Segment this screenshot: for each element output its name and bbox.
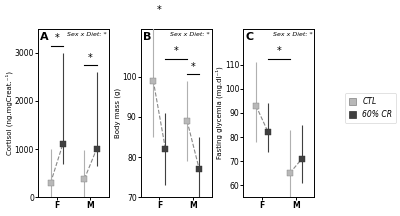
Text: *: * <box>54 33 59 43</box>
Y-axis label: Body mass (g): Body mass (g) <box>114 88 121 138</box>
Text: *: * <box>276 46 281 57</box>
Y-axis label: Fasting glycemia (mg.dl⁻¹): Fasting glycemia (mg.dl⁻¹) <box>216 67 224 159</box>
Text: Sex x Diet: *: Sex x Diet: * <box>67 32 107 37</box>
Text: *: * <box>191 62 196 71</box>
Text: Sex x Diet: *: Sex x Diet: * <box>273 32 312 37</box>
Text: C: C <box>246 32 254 42</box>
Text: A: A <box>40 32 49 42</box>
Y-axis label: Cortisol (ng.mgCreat.⁻¹): Cortisol (ng.mgCreat.⁻¹) <box>6 71 13 155</box>
Text: Sex x Diet: *: Sex x Diet: * <box>170 32 210 37</box>
Text: B: B <box>143 32 151 42</box>
Text: *: * <box>174 46 179 57</box>
Text: *: * <box>88 53 93 63</box>
Text: *: * <box>157 5 162 15</box>
Legend: CTL, 60% CR: CTL, 60% CR <box>345 93 396 123</box>
